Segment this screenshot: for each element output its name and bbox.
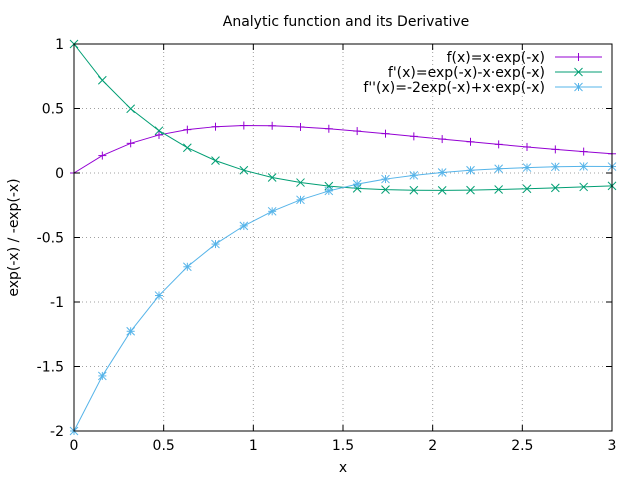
data-point: [494, 164, 504, 174]
data-point: [182, 143, 192, 153]
x-tick-label: 3: [608, 438, 617, 454]
data-point: [239, 121, 248, 130]
data-point: [296, 122, 305, 131]
data-point: [211, 122, 220, 131]
data-point: [494, 140, 503, 149]
data-point: [267, 206, 277, 216]
legend-entry: f''(x)=-2exp(-x)+x·exp(-x): [363, 80, 602, 96]
data-point: [352, 183, 362, 193]
series-line: [73, 165, 613, 432]
data-point: [267, 173, 277, 182]
data-point: [126, 139, 135, 148]
data-point: [126, 326, 136, 336]
data-point: [409, 170, 419, 180]
data-point: [324, 124, 333, 133]
data-point: [211, 239, 220, 249]
data-point: [296, 195, 305, 205]
data-point: [126, 104, 136, 114]
data-point: [437, 168, 447, 177]
data-point: [97, 75, 107, 85]
series-layer: [69, 39, 617, 436]
data-point: [579, 182, 589, 192]
x-tick-label: 0.5: [153, 438, 175, 454]
legend-entry: f'(x)=exp(-x)-x·exp(-x): [388, 65, 602, 81]
y-tick-label: 1: [55, 37, 64, 53]
data-point: [183, 125, 192, 134]
x-tick-label: 0: [70, 438, 79, 454]
data-point: [182, 262, 192, 272]
data-point: [438, 135, 447, 144]
y-tick-label: -1: [50, 295, 64, 311]
x-axis-label: x: [339, 460, 347, 476]
legend: f(x)=x·exp(-x)f'(x)=exp(-x)-x·exp(-x)f''…: [363, 50, 602, 96]
legend-label: f''(x)=-2exp(-x)+x·exp(-x): [363, 80, 545, 96]
data-point: [522, 163, 532, 172]
data-point: [574, 82, 583, 92]
data-point: [239, 165, 249, 175]
data-point: [579, 147, 588, 156]
x-tick-label: 2: [428, 438, 437, 454]
x-tick-label: 2.5: [511, 438, 533, 454]
data-point: [239, 221, 249, 231]
data-point: [466, 137, 475, 146]
data-point: [352, 179, 362, 189]
legend-label: f(x)=x·exp(-x): [447, 50, 545, 66]
legend-entry: f(x)=x·exp(-x): [447, 50, 602, 66]
data-point: [574, 67, 583, 77]
x-tick-label: 1.5: [332, 438, 354, 454]
data-point: [98, 151, 107, 160]
data-point: [522, 142, 531, 151]
data-point: [550, 183, 560, 193]
y-tick-label: 0.5: [42, 102, 64, 118]
data-point: [381, 174, 390, 184]
data-point: [466, 165, 475, 175]
chart-title: Analytic function and its Derivative: [223, 14, 469, 30]
data-point: [574, 53, 583, 61]
data-point: [296, 178, 305, 187]
data-point: [437, 186, 447, 195]
y-tick-label: -1.5: [37, 360, 64, 376]
data-point: [550, 162, 560, 172]
data-point: [268, 121, 277, 130]
data-point: [211, 156, 220, 165]
data-point: [353, 127, 362, 136]
y-tick-label: -0.5: [37, 231, 64, 247]
data-point: [154, 126, 164, 136]
series-3: [69, 162, 617, 436]
y-axis-label: exp(-x) / -exp(-x): [6, 178, 22, 296]
y-tick-label: -2: [50, 424, 64, 440]
data-point: [324, 186, 334, 196]
x-tick-label: 1: [249, 438, 258, 454]
data-point: [551, 145, 560, 154]
ticks: 0 0.5 1 1.5 2 2.5 3 -2 -1.5 -1 -0.5 0 0.5 1: [37, 37, 617, 454]
data-point: [97, 371, 107, 381]
legend-label: f'(x)=exp(-x)-x·exp(-x): [388, 65, 545, 81]
data-point: [154, 291, 164, 300]
data-point: [409, 185, 419, 195]
grid: [74, 44, 612, 431]
data-point: [579, 162, 589, 171]
data-point: [466, 185, 475, 195]
y-tick-label: 0: [55, 166, 64, 182]
data-point: [381, 129, 390, 138]
data-point: [155, 130, 164, 139]
data-point: [494, 185, 504, 194]
data-point: [409, 132, 418, 141]
data-point: [381, 185, 390, 194]
data-point: [522, 184, 532, 194]
